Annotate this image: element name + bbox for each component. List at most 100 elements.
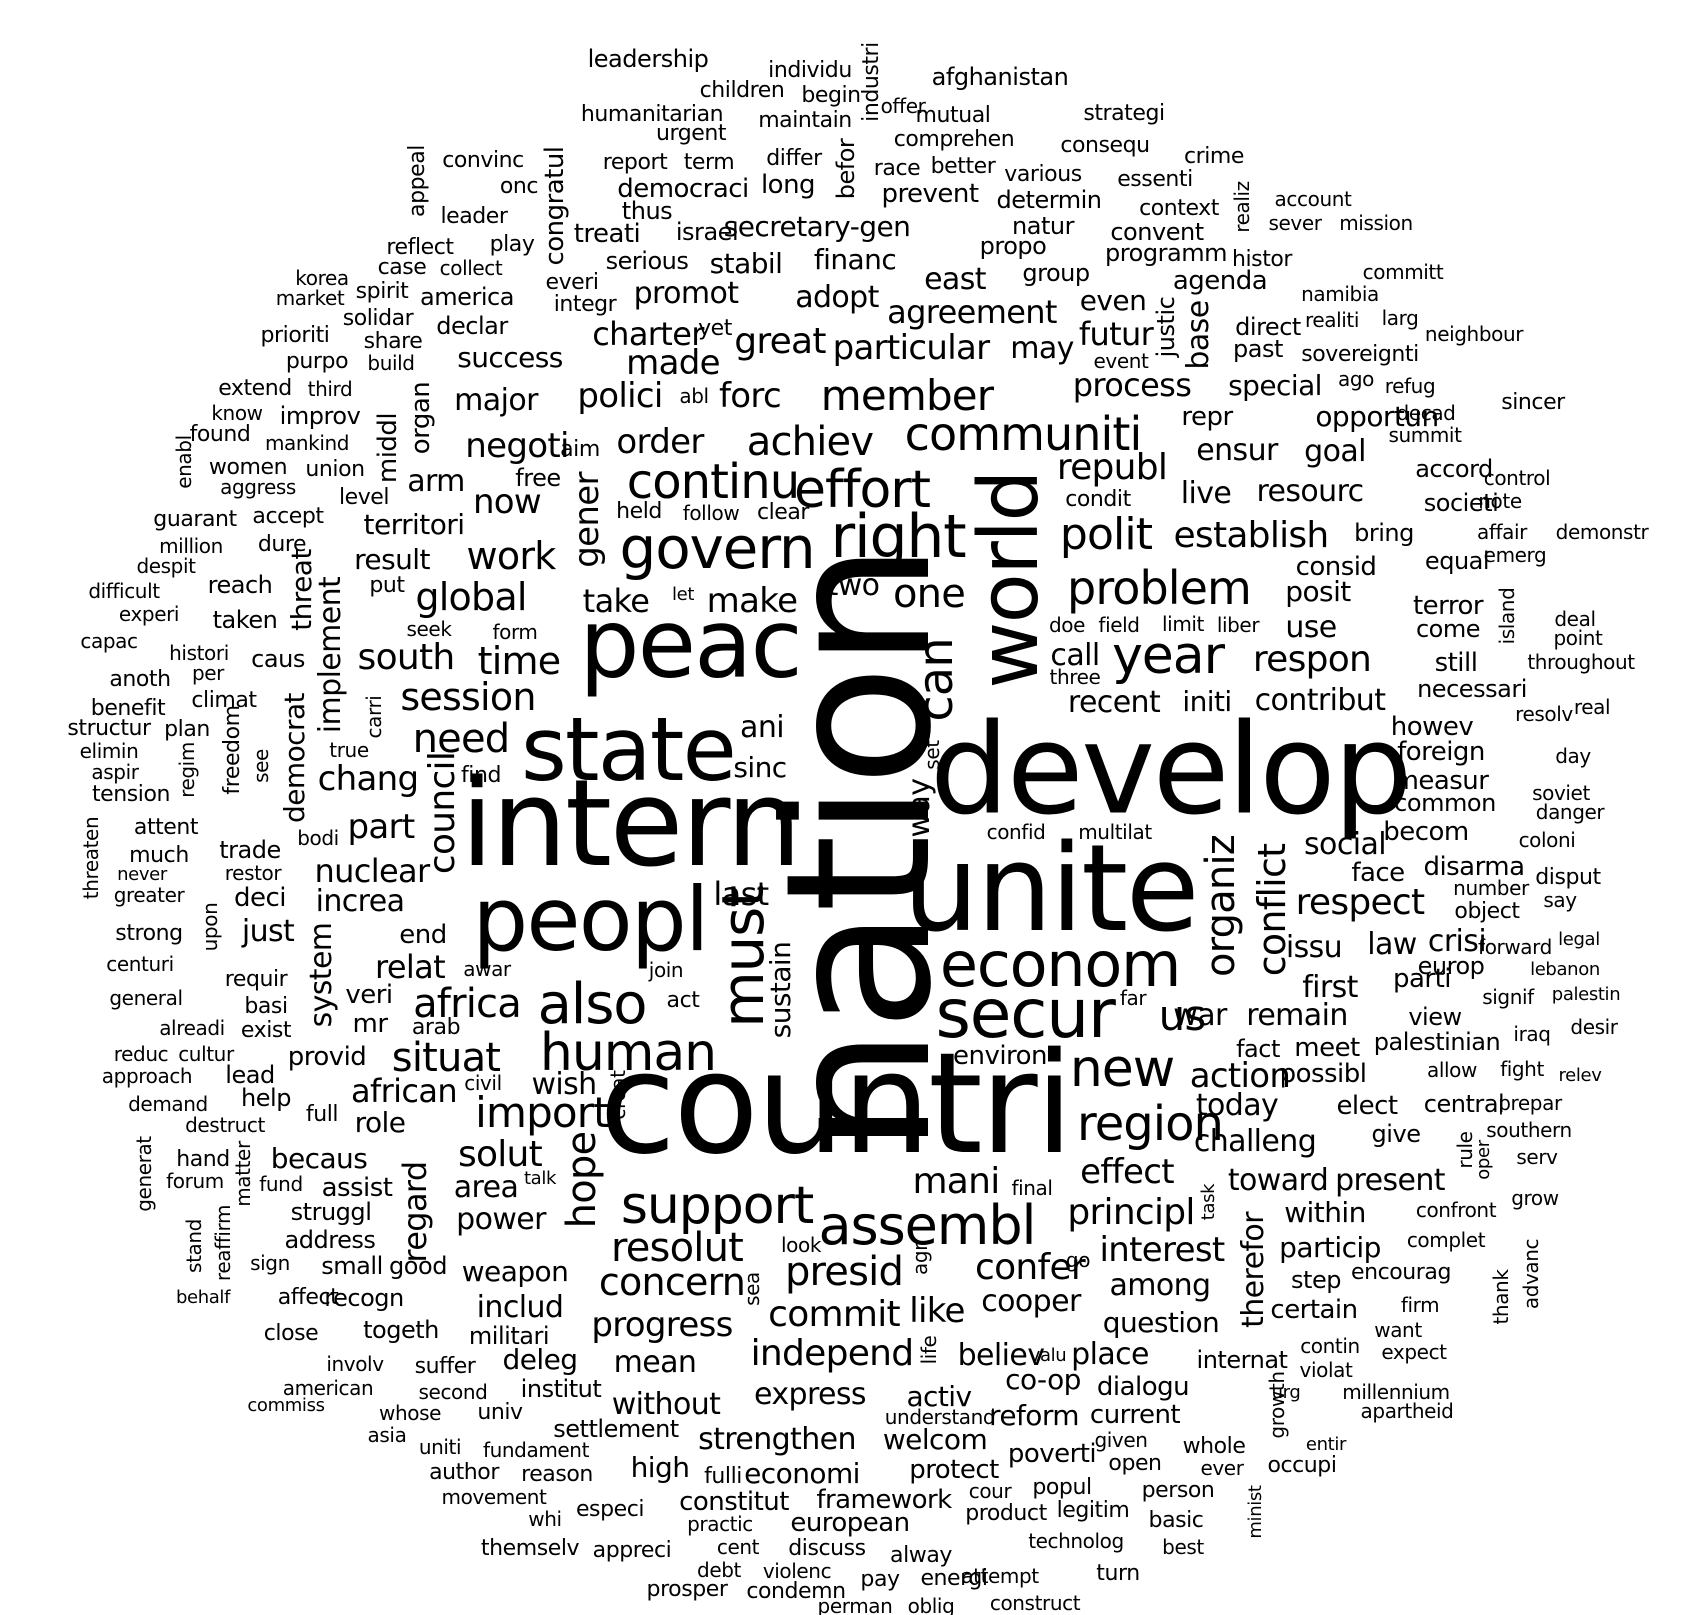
word-want: want [1374,1318,1422,1342]
word-peac: peac [579,589,803,700]
word-resourc: resourc [1256,474,1364,509]
word-without: without [611,1387,721,1422]
word-disput: disput [1535,865,1601,890]
word-affair: affair [1477,520,1527,544]
word-arab: arab [411,1015,461,1040]
word-even: even [1079,284,1147,317]
word-includ: includ [476,1290,564,1325]
word-us: us [1158,991,1207,1040]
word-now: now [472,482,542,522]
word-veri: veri [345,980,393,1010]
word-relev: relev [1558,1065,1602,1086]
word-consid: consid [1295,552,1377,582]
word-unite: unite [902,820,1200,959]
word-object: object [1454,899,1520,924]
word-come: come [1415,615,1481,643]
word-demonstr: demonstr [1555,520,1649,544]
word-high: high [630,1451,690,1484]
word-particular: particular [832,328,991,368]
word-major: major [454,383,538,418]
word-bring: bring [1354,519,1414,547]
word-financ: financ [813,243,897,276]
word-neighbour: neighbour [1424,322,1524,346]
word-goal: goal [1304,434,1366,469]
word-forum: forum [166,1169,224,1193]
word-offer: offer [880,94,926,118]
word-demand: demand [128,1092,208,1116]
word-coloni: coloni [1518,828,1576,852]
word-million: million [159,534,223,558]
word-africa: africa [413,981,522,1027]
word-take: take [582,582,650,620]
word-prioriti: prioriti [260,323,330,348]
word-respect: respect [1295,882,1426,923]
word-place: place [1071,1337,1149,1372]
word-reaffirm: reaffirm [211,1204,235,1282]
word-group: group [1022,259,1090,287]
word-role: role [354,1106,406,1139]
word-note: note [1478,489,1522,513]
word-principl: principl [1067,1192,1195,1233]
word-continu: continu [626,454,800,510]
word-accept: accept [252,504,324,529]
word-lebanon: lebanon [1530,959,1600,980]
word-technolog: technolog [1028,1529,1124,1553]
word-individu: individu [768,58,852,83]
word-aggress: aggress [220,475,296,499]
word-success: success [457,341,563,374]
word-understand: understand [884,1405,996,1429]
word-south: south [357,637,456,678]
word-cour: cour [968,1479,1012,1503]
word-may: may [1010,331,1074,366]
word-best: best [1162,1535,1204,1559]
word-structur: structur [67,716,151,741]
word-ensur: ensur [1196,433,1278,468]
word-elect: elect [1336,1091,1398,1121]
word-appreci: appreci [592,1538,672,1563]
word-afghanistan: afghanistan [931,63,1069,91]
word-order: order [616,422,704,462]
word-certain: certain [1270,1295,1358,1325]
word-particip: particip [1279,1231,1381,1264]
word-arm: arm [407,464,465,499]
word-futur: futur [1078,315,1154,353]
word-behalf: behalf [175,1287,231,1308]
word-settlement: settlement [553,1415,679,1443]
word-ani: ani [740,710,785,745]
word-life: life [917,1335,941,1365]
word-world: world [962,471,1057,689]
word-thank: thank [1489,1269,1513,1325]
word-violenc: violenc [762,1559,832,1583]
word-progress: progress [591,1305,733,1345]
word-like: like [909,1291,965,1331]
word-practic: practic [687,1512,753,1536]
word-fight: fight [1500,1057,1544,1081]
word-hope: hope [559,1131,605,1229]
word-democrat: democrat [278,693,311,823]
word-disarma: disarma [1423,852,1525,882]
word-realiz: realiz [1230,181,1254,233]
word-also: also [537,972,648,1037]
word-help: help [241,1084,291,1112]
word-express: express [754,1377,867,1412]
word-given: given [1094,1428,1148,1452]
word-session: session [400,675,536,719]
word-whole: whole [1182,1434,1246,1459]
word-america: america [420,283,514,311]
word-throughout: throughout [1527,650,1635,674]
word-women: women [208,455,288,480]
word-realiti: realiti [1304,308,1360,332]
word-action: action [1189,1056,1291,1096]
word-adopt: adopt [795,280,879,315]
word-year: year [1112,626,1225,686]
word-improv: improv [279,402,361,430]
word-area: area [453,1170,519,1205]
word-aspir: aspir [91,760,139,784]
word-close: close [263,1321,319,1346]
word-plan: plan [164,717,210,742]
word-organiz: organiz [1198,835,1244,977]
word-crime: crime [1183,144,1245,169]
word-problem: problem [1067,561,1252,615]
word-involv: involv [326,1352,384,1376]
word-true: true [329,738,369,762]
